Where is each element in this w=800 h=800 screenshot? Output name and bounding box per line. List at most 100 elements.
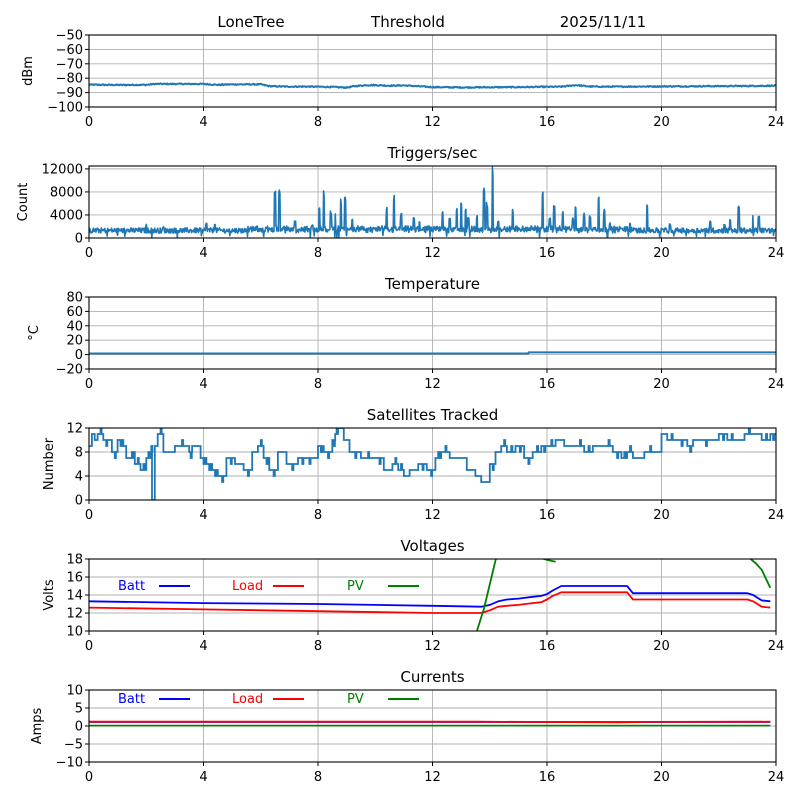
series-line-temperature [89, 351, 776, 355]
x-tick-label: 4 [199, 639, 207, 654]
x-tick-label: 4 [199, 508, 207, 523]
y-tick-label: 18 [66, 553, 83, 568]
x-tick-label: 0 [85, 639, 93, 654]
x-tick-label: 12 [424, 770, 441, 785]
y-tick-label: 0 [75, 720, 83, 735]
y-tick-label: 4000 [50, 208, 83, 223]
y-axis-label: Number [42, 437, 57, 490]
y-axis-label: Amps [30, 707, 45, 744]
legend-label: Load [232, 692, 263, 707]
y-tick-label: 4 [75, 470, 83, 485]
x-tick-label: 24 [768, 508, 785, 523]
y-tick-label: −10 [56, 756, 83, 771]
x-tick-label: 8 [314, 246, 322, 261]
series-group [89, 82, 776, 89]
x-tick-label: 24 [768, 115, 785, 130]
y-tick-label: 0 [75, 348, 83, 363]
legend-entry-pv: PV [347, 692, 419, 707]
y-tick-label: −70 [56, 57, 83, 72]
x-tick-label: 16 [539, 377, 556, 392]
legend-label: PV [347, 579, 364, 594]
panel-currents: Currents 0 4 8 12 16 20 24 −10 −5 0 5 10 Amps Batt Load… [30, 668, 784, 785]
panel-voltages: Voltages 0 4 8 12 16 20 24 10 12 14 16 18 Volts Batt Lo… [42, 537, 784, 654]
y-tick-label: 10 [66, 684, 83, 699]
y-tick-label: −20 [56, 363, 83, 378]
panel-triggers: Triggers/sec 0 4 8 12 16 20 24 0 4000 8000 12000 Cou… [16, 144, 784, 261]
panel-title: Currents [400, 668, 464, 686]
y-tick-label: 16 [66, 571, 83, 586]
x-tick-label: 20 [653, 377, 670, 392]
x-tick-label: 0 [85, 246, 93, 261]
x-tick-label: 24 [768, 246, 785, 261]
y-tick-label: −60 [56, 43, 83, 58]
x-tick-label: 20 [653, 639, 670, 654]
series-line-load [89, 591, 771, 614]
x-tick-label: 16 [539, 770, 556, 785]
y-tick-label: 20 [66, 334, 83, 349]
x-tick-label: 16 [539, 115, 556, 130]
y-axis-label: dBm [21, 56, 36, 86]
x-tick-label: 12 [424, 639, 441, 654]
x-tick-label: 0 [85, 377, 93, 392]
series-line-pv [476, 559, 497, 631]
series-group [89, 428, 776, 500]
series-group [89, 166, 776, 238]
x-tick-label: 8 [314, 639, 322, 654]
y-tick-label: 5 [75, 702, 83, 717]
x-tick-label: 8 [314, 377, 322, 392]
panel-title: Temperature [384, 275, 480, 293]
series-line-load [89, 720, 771, 724]
panel-title: Satellites Tracked [367, 406, 498, 424]
y-tick-label: 10 [66, 625, 83, 640]
mode-title: Threshold [370, 13, 445, 31]
x-tick-label: 20 [653, 115, 670, 130]
x-tick-label: 4 [199, 246, 207, 261]
y-tick-label: 12 [66, 422, 83, 437]
x-tick-label: 16 [539, 508, 556, 523]
station-title: LoneTree [217, 13, 284, 31]
x-tick-label: 4 [199, 377, 207, 392]
series-line-pv [541, 559, 556, 563]
legend-label: Batt [118, 692, 145, 707]
x-tick-label: 24 [768, 377, 785, 392]
x-tick-label: 12 [424, 508, 441, 523]
legend-label: Batt [118, 579, 145, 594]
x-tick-label: 20 [653, 246, 670, 261]
y-axis-label: °C [27, 325, 42, 341]
y-tick-label: 12000 [42, 162, 83, 177]
x-tick-label: 12 [424, 115, 441, 130]
x-tick-label: 4 [199, 115, 207, 130]
series-line-triggers [89, 166, 776, 238]
x-tick-label: 12 [424, 377, 441, 392]
x-tick-label: 8 [314, 508, 322, 523]
series-group [89, 351, 776, 355]
y-tick-label: 0 [75, 494, 83, 509]
legend-label: PV [347, 692, 364, 707]
legend-entry-load: Load [232, 692, 304, 707]
y-tick-label: −80 [56, 72, 83, 87]
x-tick-label: 8 [314, 770, 322, 785]
y-axis-label: Count [16, 183, 31, 222]
y-tick-label: 80 [66, 291, 83, 306]
legend-label: Load [232, 579, 263, 594]
y-tick-label: −5 [64, 738, 83, 753]
panel-signal: 0 4 8 12 16 20 24 −100−90−80−70−60−50 dBm [21, 29, 784, 131]
y-tick-label: 14 [66, 589, 83, 604]
y-tick-label: 60 [66, 305, 83, 320]
series-group [89, 720, 771, 727]
x-tick-label: 20 [653, 508, 670, 523]
y-tick-label: −90 [56, 86, 83, 101]
y-tick-label: 0 [75, 232, 83, 247]
x-tick-label: 24 [768, 770, 785, 785]
y-tick-label: 40 [66, 319, 83, 334]
y-tick-label: 8000 [50, 185, 83, 200]
legend-entry-load: Load [232, 579, 304, 594]
panel-title: Voltages [400, 537, 464, 555]
x-tick-label: 0 [85, 770, 93, 785]
date-title: 2025/11/11 [560, 13, 646, 31]
legend-entry-batt: Batt [118, 579, 190, 594]
y-tick-label: 8 [75, 446, 83, 461]
x-tick-label: 0 [85, 508, 93, 523]
x-tick-label: 4 [199, 770, 207, 785]
